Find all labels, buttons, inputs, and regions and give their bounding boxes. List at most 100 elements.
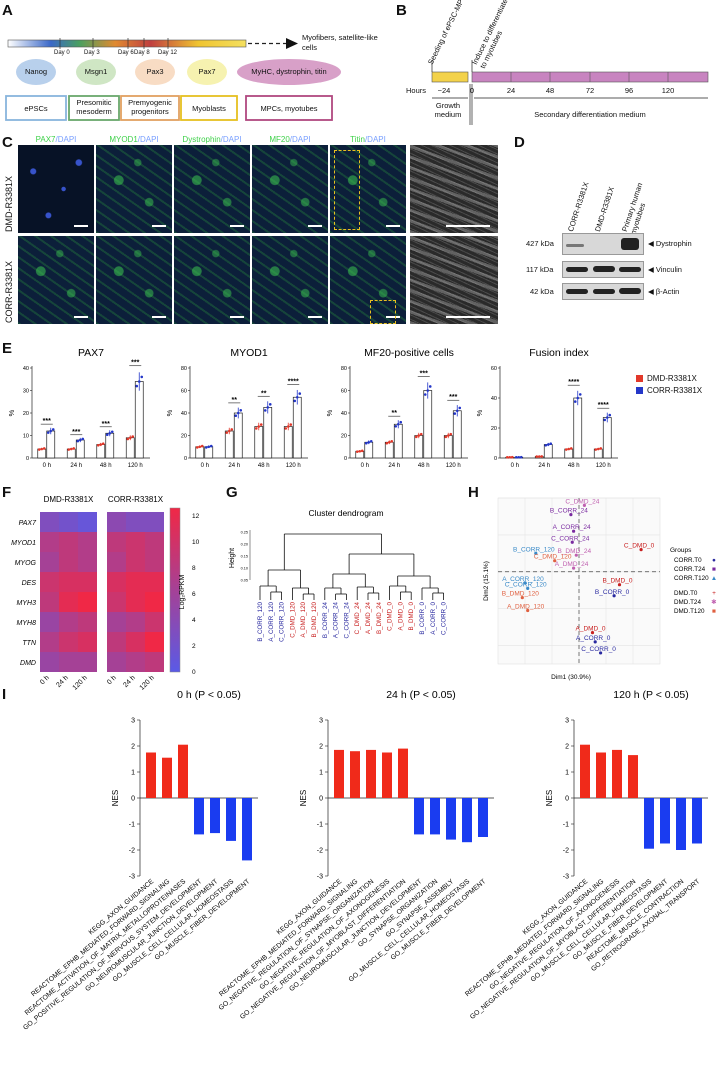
data-point [284, 427, 288, 430]
bar [573, 397, 583, 459]
lane-label: Primary human myotubes [620, 181, 648, 236]
bar [233, 412, 243, 459]
dendrogram-leaf-label: A_CORR_0 [430, 601, 437, 634]
scale-bar [230, 316, 244, 318]
heatmap-col-label: 0 h [106, 674, 118, 686]
data-point [544, 444, 548, 447]
y-tick-label: 10 [23, 434, 29, 440]
data-point [293, 399, 297, 403]
data-point [576, 396, 580, 400]
heatmap-cell [126, 612, 145, 632]
bar [75, 439, 85, 459]
pca-point-label: C_CORR_0 [581, 646, 616, 653]
y-tick-label: 1 [565, 770, 569, 777]
bar [384, 441, 394, 459]
gsea-chart-title: 0 h (P < 0.05) [177, 689, 241, 701]
pca-legend-title: Groups [670, 547, 692, 554]
data-point [298, 392, 302, 395]
pca-point [599, 651, 603, 655]
stain-label: MYOD1/DAPI [96, 135, 172, 144]
kda-label: 42 kDa [530, 287, 554, 296]
data-point [78, 438, 82, 442]
dendrogram-leaf-label: B_CORR_0 [419, 601, 426, 634]
gsea-chart-I1: 0 h (P < 0.05)-3-2-10123NESKEGG_AXON_GUI… [22, 689, 258, 1032]
y-tick-label: 2 [131, 744, 135, 751]
zoom-box [370, 300, 396, 324]
bar-chart-E2: MYOD1% 0 20 40 60 80 0 h 24 h ** 48 h ** 120 h **** [165, 347, 308, 469]
gsea-chart-title: 24 h (P < 0.05) [386, 689, 456, 701]
data-point [567, 447, 571, 451]
data-point [236, 411, 240, 415]
pca-legend-marker: ✱ [711, 599, 716, 606]
stage-epscs: ePSCs [24, 104, 48, 113]
y-tick-label: 0 [184, 456, 187, 462]
row-label-dmd: DMD-R3381X [4, 175, 14, 232]
bar [224, 430, 234, 459]
nes-bar [660, 798, 670, 844]
dendrogram-ytick: 0.15 [241, 555, 248, 559]
data-point [49, 429, 53, 433]
data-point [455, 409, 459, 413]
heatmap-row-label: PAX7 [19, 520, 37, 527]
nes-bar [462, 798, 472, 843]
panel-f-heatmap: DMD-R3381X CORR-R3381X PAX7 MYOD1 MYOG DES MYH… [11, 495, 200, 692]
sig-stars: *** [43, 418, 51, 425]
heatmap-cell [59, 532, 78, 552]
nes-bar [612, 749, 622, 798]
data-point [126, 437, 130, 441]
bar [125, 437, 135, 459]
y-tick-label: 3 [131, 718, 135, 725]
legend-item-corr: CORR-R3381X [636, 386, 702, 395]
data-point [423, 393, 427, 396]
data-point [419, 432, 423, 436]
heatmap-cell [40, 512, 59, 532]
blot-vinculin [562, 261, 644, 278]
stain-dapi: /DAPI [55, 135, 77, 144]
heatmap-cell [145, 572, 164, 592]
dendrogram-leaf-label: C_CORR_120 [279, 601, 286, 641]
stain-label: Dystrophin/DAPI [174, 135, 250, 144]
heatmap-cell [59, 632, 78, 652]
pca-point-label: A_CORR_120 [502, 576, 544, 583]
panel-letter-i: I [2, 686, 7, 703]
heatmap-cell [78, 552, 97, 572]
nes-bar [628, 755, 638, 798]
y-tick-label: 60 [341, 389, 347, 395]
data-point [46, 431, 50, 434]
stain-dapi: /DAPI [289, 135, 311, 144]
pca-point-label: C_CORR_120 [505, 581, 547, 588]
data-point [108, 431, 112, 435]
data-point [257, 425, 261, 428]
data-point [417, 434, 421, 437]
y-axis-label: NES [111, 790, 120, 806]
dendrogram-leaf-label: C_DMD_0 [387, 601, 394, 630]
micrograph-tile [252, 145, 328, 233]
hour-tick-label: 96 [624, 86, 634, 95]
data-point [105, 433, 109, 437]
heatmap-cell [126, 512, 145, 532]
data-point [355, 450, 359, 453]
panel-a-timeline [5, 38, 341, 121]
y-tick-label: 40 [181, 411, 187, 417]
nes-bar [398, 748, 408, 798]
stain-dapi: /DAPI [137, 135, 159, 144]
micrograph-tile [18, 145, 94, 233]
blot-dystrophin [562, 233, 644, 255]
colorbar-label: Log₂RPKM [179, 575, 186, 610]
heatmap-cell [78, 652, 97, 672]
scale-bar [308, 225, 322, 227]
sig-stars: *** [72, 429, 80, 436]
marker-msgn1: Msgn1 [84, 67, 108, 76]
dendrogram-leaf-label: B_CORR_24 [322, 601, 329, 638]
y-tick-label: 60 [181, 389, 187, 395]
data-point [564, 448, 568, 451]
heatmap-cell [145, 632, 164, 652]
nes-bar [692, 798, 702, 844]
bar [254, 426, 264, 459]
sig-stars: **** [288, 378, 299, 385]
bar-chart-E4: Fusion index% 0 20 40 60 0 h 24 h 48 h **** 120 h… [475, 347, 618, 469]
bar [393, 423, 403, 459]
pca-point-label: B_CORR_120 [513, 546, 555, 553]
kda-label: 117 kDa [526, 265, 554, 274]
panel-letter-a: A [2, 2, 13, 19]
